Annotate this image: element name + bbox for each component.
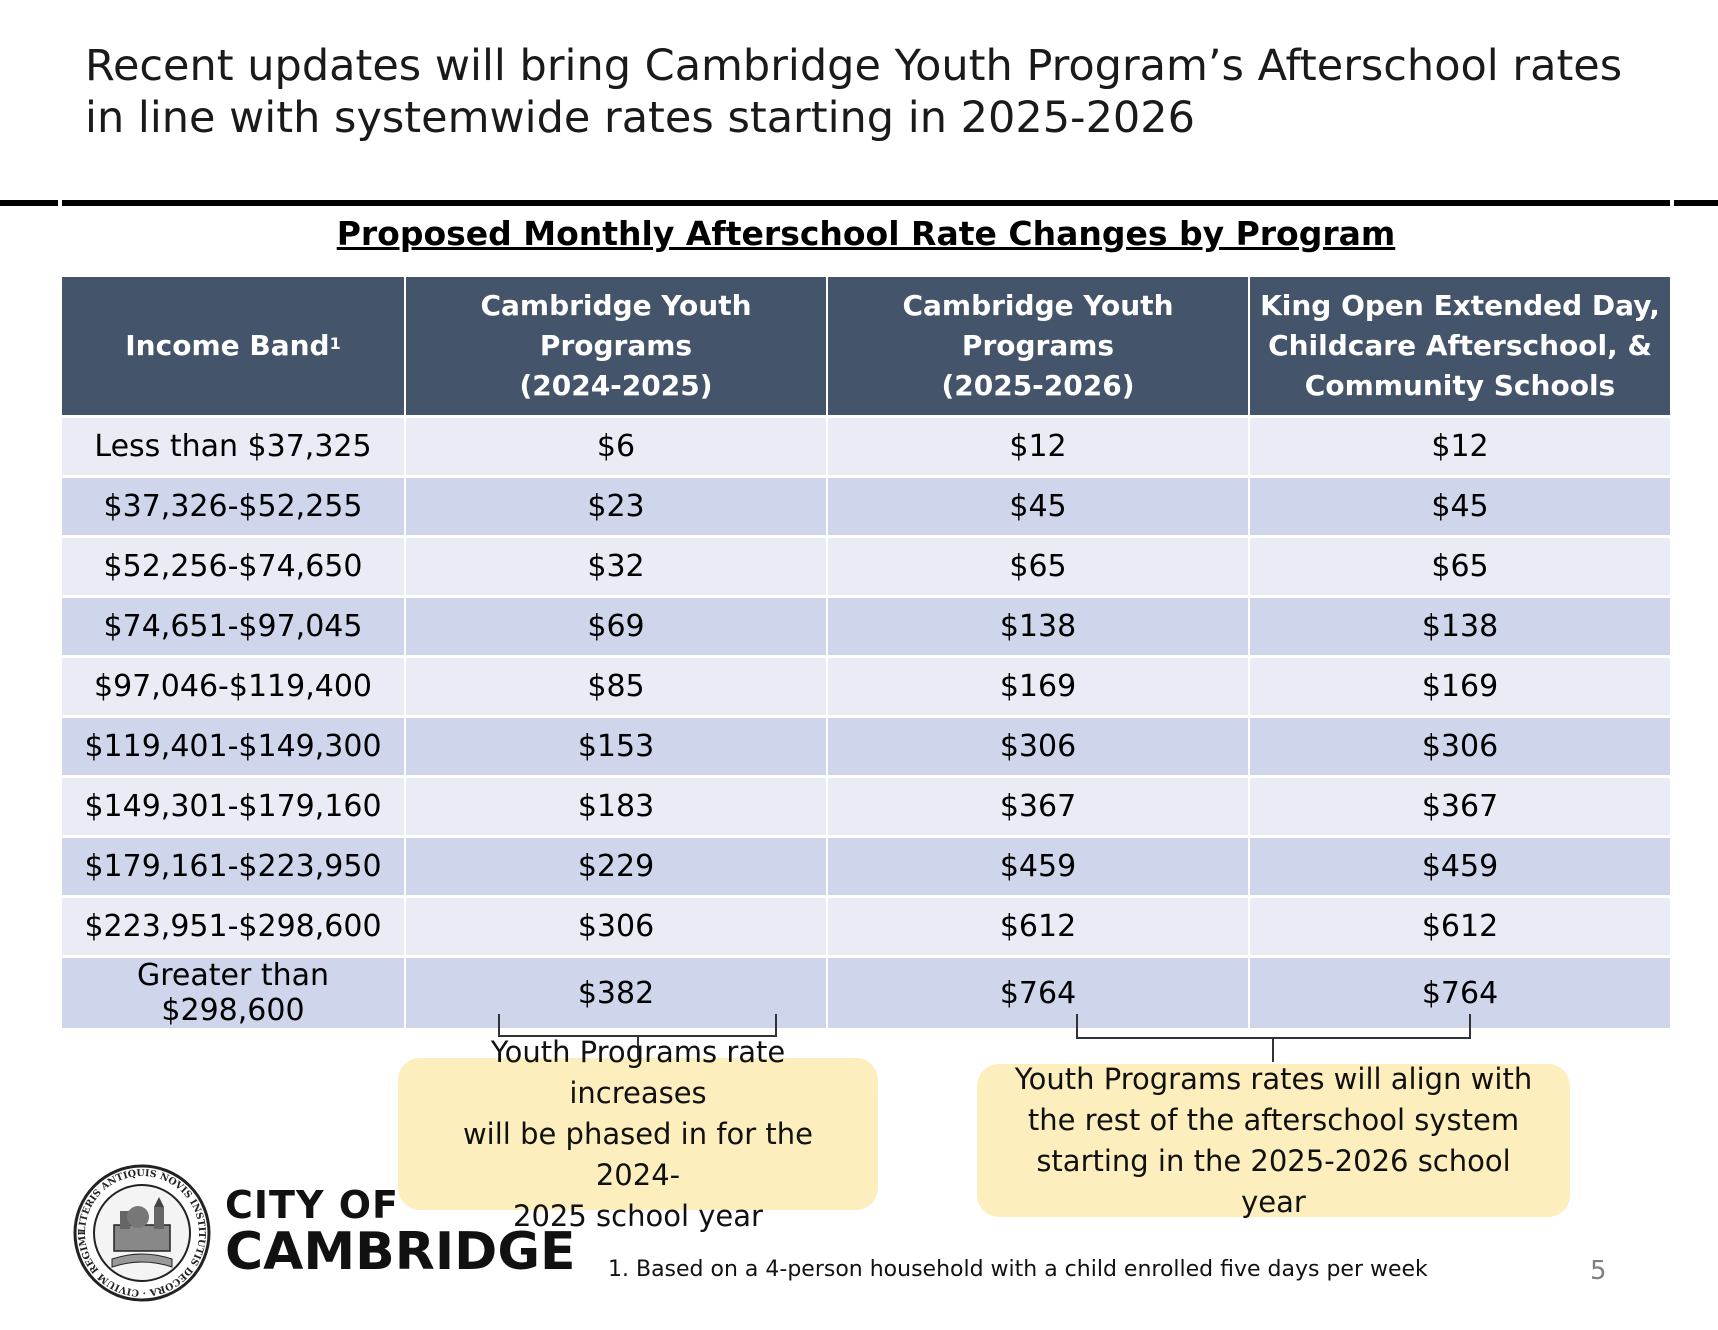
cell-income-band: $37,326-$52,255 <box>62 475 406 537</box>
slide-title: Recent updates will bring Cambridge Yout… <box>85 41 1623 143</box>
table-row: $223,951-$298,600 $306 $612 $612 <box>62 895 1670 957</box>
table-row: Greater than $298,600 $382 $764 $764 <box>62 955 1670 1028</box>
cell-king-open: $138 <box>1249 595 1670 657</box>
callout-phase-in: Youth Programs rate increases will be ph… <box>398 1035 878 1233</box>
cell-income-band: Less than $37,325 <box>62 415 406 477</box>
cell-cyp-2024: $6 <box>405 415 828 477</box>
table-header-row: Income Band1 Cambridge Youth Programs (20… <box>62 277 1670 417</box>
cell-cyp-2025: $367 <box>827 775 1250 837</box>
cell-king-open: $306 <box>1249 715 1670 777</box>
page-number: 5 <box>1590 1256 1607 1286</box>
cell-cyp-2025: $45 <box>827 475 1250 537</box>
rate-table: Income Band1 Cambridge Youth Programs (20… <box>62 277 1670 1028</box>
cell-income-band: $97,046-$119,400 <box>62 655 406 717</box>
callout-alignment: Youth Programs rates will align with the… <box>977 1062 1570 1219</box>
cell-cyp-2025: $169 <box>827 655 1250 717</box>
logo-cambridge: CAMBRIDGE <box>225 1222 576 1282</box>
cell-king-open: $764 <box>1249 955 1670 1028</box>
cell-cyp-2024: $69 <box>405 595 828 657</box>
cell-king-open: $45 <box>1249 475 1670 537</box>
right-brace <box>1076 1014 1471 1062</box>
cell-king-open: $367 <box>1249 775 1670 837</box>
title-divider <box>0 200 1718 206</box>
table-row: Less than $37,325 $6 $12 $12 <box>62 415 1670 477</box>
cell-cyp-2025: $459 <box>827 835 1250 897</box>
divider-notch-right <box>1670 198 1674 208</box>
cell-income-band: $74,651-$97,045 <box>62 595 406 657</box>
cell-cyp-2024: $382 <box>405 955 828 1028</box>
cell-king-open: $65 <box>1249 535 1670 597</box>
divider-notch-left <box>58 198 62 208</box>
cell-cyp-2024: $183 <box>405 775 828 837</box>
table-title: Proposed Monthly Afterschool Rate Change… <box>336 214 1396 253</box>
table-row: $74,651-$97,045 $69 $138 $138 <box>62 595 1670 657</box>
cell-income-band: $179,161-$223,950 <box>62 835 406 897</box>
city-seal-icon: LITERIS ANTIQUIS NOVIS INSTITUTIS DECORA… <box>72 1163 211 1302</box>
cell-cyp-2025: $65 <box>827 535 1250 597</box>
table-row: $149,301-$179,160 $183 $367 $367 <box>62 775 1670 837</box>
cell-cyp-2024: $23 <box>405 475 828 537</box>
table-row: $52,256-$74,650 $32 $65 $65 <box>62 535 1670 597</box>
cell-king-open: $459 <box>1249 835 1670 897</box>
cell-cyp-2025: $138 <box>827 595 1250 657</box>
cell-income-band: $223,951-$298,600 <box>62 895 406 957</box>
header-cyp-2024-2025: Cambridge Youth Programs (2024-2025) <box>405 277 828 417</box>
table-row: $37,326-$52,255 $23 $45 $45 <box>62 475 1670 537</box>
cell-king-open: $612 <box>1249 895 1670 957</box>
table-row: $119,401-$149,300 $153 $306 $306 <box>62 715 1670 777</box>
left-brace <box>498 1014 777 1058</box>
city-logo: CITY OF CAMBRIDGE <box>225 1185 576 1279</box>
header-income-band: Income Band1 <box>62 277 406 417</box>
logo-city-of: CITY OF <box>225 1183 399 1227</box>
cell-cyp-2025: $12 <box>827 415 1250 477</box>
cell-cyp-2024: $32 <box>405 535 828 597</box>
header-cyp-2025-2026: Cambridge Youth Programs (2025-2026) <box>827 277 1250 417</box>
cell-cyp-2025: $306 <box>827 715 1250 777</box>
cell-cyp-2025: $764 <box>827 955 1250 1028</box>
table-row: $97,046-$119,400 $85 $169 $169 <box>62 655 1670 717</box>
cell-cyp-2024: $229 <box>405 835 828 897</box>
cell-income-band: $119,401-$149,300 <box>62 715 406 777</box>
cell-cyp-2024: $306 <box>405 895 828 957</box>
cell-income-band: $52,256-$74,650 <box>62 535 406 597</box>
cell-king-open: $12 <box>1249 415 1670 477</box>
cell-cyp-2024: $153 <box>405 715 828 777</box>
footnote: 1. Based on a 4-person household with a … <box>608 1257 1428 1282</box>
cell-income-band: Greater than $298,600 <box>62 955 406 1028</box>
header-king-open: King Open Extended Day, Childcare Aftersc… <box>1249 277 1670 417</box>
cell-income-band: $149,301-$179,160 <box>62 775 406 837</box>
cell-cyp-2024: $85 <box>405 655 828 717</box>
table-row: $179,161-$223,950 $229 $459 $459 <box>62 835 1670 897</box>
cell-king-open: $169 <box>1249 655 1670 717</box>
cell-cyp-2025: $612 <box>827 895 1250 957</box>
